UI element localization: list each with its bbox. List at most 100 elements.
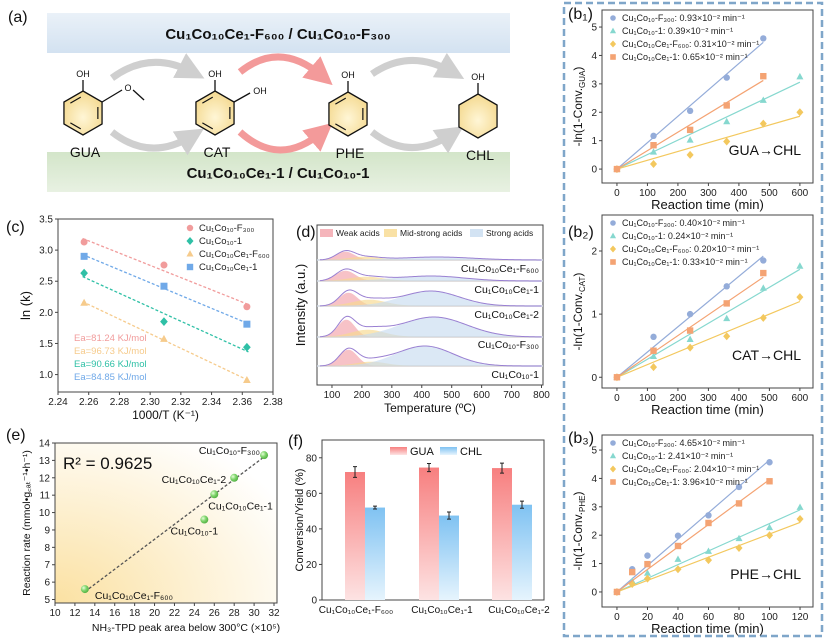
- data-point: [686, 107, 694, 115]
- panel-label: (b₃): [568, 430, 594, 447]
- data-point: [704, 547, 713, 554]
- x-tick-label: 100: [639, 188, 656, 199]
- legend-marker: [610, 259, 616, 265]
- y-axis-label-sub: GUA: [578, 70, 587, 88]
- data-point: [723, 300, 730, 307]
- y-tick-label: 3: [591, 79, 597, 90]
- y-axis-label: Intensity (a.u.): [293, 264, 308, 346]
- y-tick-label: 14: [39, 439, 51, 450]
- x-tick-label: 300: [700, 393, 717, 404]
- y-axis-label: -ln(1-Conv.PHE): [571, 492, 587, 571]
- data-point: [650, 148, 658, 155]
- sample-label: Cu₁Co₁₀Ce₁-1: [474, 284, 539, 296]
- legend-marker: [609, 27, 617, 34]
- series-3: Cu₁Co₁₀Ce₁-1: [80, 252, 257, 328]
- x-tick-label: 120: [792, 612, 809, 623]
- methoxy-bond: [101, 89, 123, 103]
- data-point: [735, 483, 743, 491]
- bottom-catalyst-band: [47, 152, 510, 192]
- series-0: Cu₁Co₁₀-F₃₀₀: [80, 223, 254, 311]
- data-point: [650, 159, 658, 168]
- plot-frame: [601, 434, 814, 608]
- plot-frame: [316, 224, 544, 386]
- y-axis-label-sub: PHE: [578, 496, 587, 512]
- data-point: [243, 303, 251, 311]
- panel-label: (f): [288, 433, 303, 450]
- point-label: Cu₁Co₁₀Ce₁-F₆₀₀: [95, 590, 173, 602]
- x-tick-label: 28: [229, 608, 241, 619]
- legend-swatch: [470, 229, 483, 237]
- x-axis-label: Reaction time (min): [651, 621, 764, 636]
- legend-label: Cu₁Co₁₀Ce₁-F₆₀₀: 0.31×10⁻² min⁻¹: [622, 39, 759, 49]
- legend-label: Strong acids: [486, 228, 533, 238]
- y-axis-label-end: ): [571, 67, 585, 71]
- double-bond: [202, 96, 214, 104]
- point-label: Cu₁Co₁₀-F₃₀₀: [199, 445, 260, 457]
- x-tick-label: 300: [700, 188, 717, 199]
- x-tick-label: 32: [268, 608, 280, 619]
- y-tick-label: 3.0: [39, 246, 53, 257]
- error-bar: [500, 462, 504, 474]
- legend-label: Cu₁Co₁₀-F₃₀₀: [199, 223, 254, 234]
- panel-label: (d): [296, 224, 316, 241]
- y-axis-label-end: ): [571, 273, 585, 277]
- activation-energy-label: Ea=96.73 KJ/mol: [74, 346, 147, 357]
- legend-label: GUA: [410, 446, 435, 458]
- sample-label: Cu₁Co₁₀-1: [491, 369, 539, 381]
- point-label: Cu₁Co₁₀Ce₁-2: [162, 474, 227, 486]
- panel-c-arrhenius-chart: 2.24 2.26 2.28 2.30 2.32 2.34 2.36 2.38 1.0 1.5 2.…: [6, 215, 283, 423]
- series-2: Cu₁Co₁₀Ce₁-F₆₀₀: [80, 249, 270, 383]
- x-tick-label: 400: [731, 393, 748, 404]
- data-point: [765, 523, 774, 531]
- x-tick-label: 12: [69, 608, 81, 619]
- data-point: [674, 565, 682, 574]
- y-tick-label: 4: [591, 51, 597, 62]
- panel-label: (b₁): [568, 6, 593, 23]
- data-point: [674, 532, 682, 539]
- data-point: [629, 568, 636, 576]
- legend-marker: [609, 245, 617, 253]
- y-tick-label: 2: [591, 531, 597, 542]
- top-catalysts-label: Cu₁Co₁₀Ce₁-F₆₀₀ / Cu₁Co₁₀-F₃₀₀: [165, 26, 390, 43]
- data-point: [686, 327, 694, 334]
- x-tick-label: 14: [89, 608, 101, 619]
- x-tick-label: 300: [383, 390, 400, 401]
- error-bar: [427, 462, 431, 473]
- data-point: [243, 342, 251, 352]
- envelope-curve: [319, 315, 542, 338]
- series-3: Cu₁Co₁₀Ce₁-1: 0.65×10⁻² min⁻¹: [610, 52, 767, 173]
- x-tick-label: 18: [129, 608, 141, 619]
- data-point: [723, 117, 731, 125]
- y-tick-label: 1.0: [39, 370, 53, 381]
- molecule-chl: OH CHL: [458, 72, 498, 163]
- legend-label: Cu₁Co₁₀Ce₁-1: 3.96×10⁻² min⁻¹: [622, 477, 748, 487]
- data-point: [796, 108, 804, 117]
- data-point: [644, 552, 651, 559]
- data-point: [704, 556, 713, 565]
- x-tick-label: 22: [169, 608, 181, 619]
- y-tick-label: 0: [591, 587, 597, 598]
- panel-b2-kinetics-chart: 0 100 200 300 400 500 600 0 1 2 (b₂) Reaction time …: [568, 214, 814, 417]
- y-tick-label: 1: [591, 559, 597, 570]
- legend-label: Cu₁Co₁₀-F₃₀₀: 0.93×10⁻² min⁻¹: [622, 13, 745, 23]
- reaction-arrow: [237, 53, 333, 86]
- data-point: [723, 137, 731, 146]
- data-point: [80, 252, 88, 260]
- data-point: [686, 343, 694, 352]
- y-axis-label: -ln(1-Conv.CAT): [571, 273, 587, 351]
- point-label: Cu₁Co₁₀Ce₁-1: [208, 500, 273, 512]
- series-1: Cu₁Co₁₀-1: [80, 236, 251, 353]
- x-tick-label: 16: [109, 608, 121, 619]
- data-point: [200, 515, 209, 524]
- data-point: [613, 588, 621, 596]
- x-tick-label: 0: [614, 393, 620, 404]
- data-point: [160, 282, 168, 290]
- series-0: Cu₁Co₁₀-F₃₀₀: 0.40×10⁻² min⁻¹: [610, 218, 767, 381]
- y-tick-label: 13: [39, 456, 51, 467]
- double-bond: [70, 96, 82, 104]
- x-tick-label: 60: [703, 612, 715, 623]
- fit-line: [616, 459, 770, 593]
- x-tick-label: 20: [149, 608, 161, 619]
- oh-label: OH: [471, 72, 485, 82]
- data-point: [230, 473, 239, 482]
